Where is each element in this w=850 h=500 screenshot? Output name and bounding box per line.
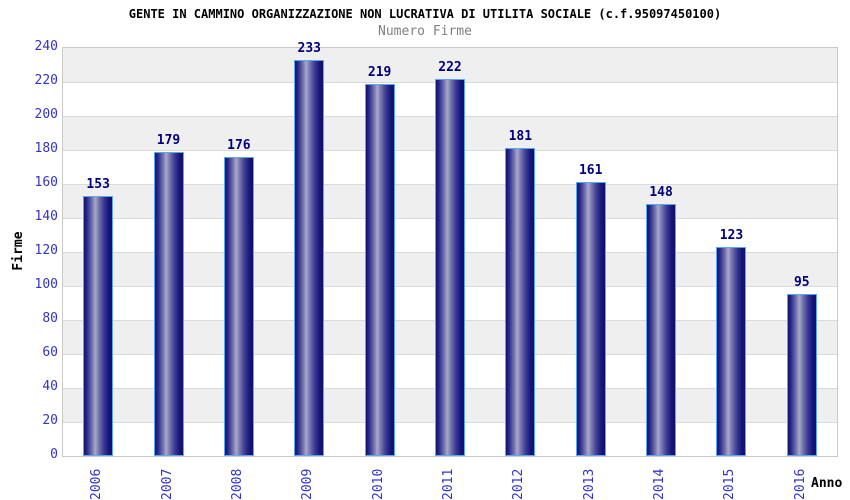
bar-value-label: 181 bbox=[508, 129, 533, 144]
y-tick-label: 180 bbox=[34, 141, 58, 156]
bar-2015 bbox=[716, 247, 747, 456]
plot-area: 153 179 176 233 219 222 181 161 148 123 95 bbox=[62, 41, 838, 457]
y-tick-label: 140 bbox=[34, 209, 58, 224]
chart-title: GENTE IN CAMMINO ORGANIZZAZIONE NON LUCR… bbox=[128, 7, 722, 21]
bar-2008 bbox=[223, 157, 254, 456]
bar-2011 bbox=[435, 79, 465, 456]
x-tick-label: 2014 bbox=[652, 468, 668, 500]
bar-value-label: 161 bbox=[578, 163, 603, 178]
x-tick-label: 2011 bbox=[441, 468, 456, 500]
x-tick-label: 2013 bbox=[581, 468, 597, 500]
bar-2016 bbox=[786, 294, 817, 456]
x-tick-label: 2016 bbox=[792, 468, 808, 500]
x-tick-label: 2012 bbox=[511, 468, 527, 500]
y-tick-label: 80 bbox=[42, 311, 58, 326]
y-tick-label: 220 bbox=[34, 73, 58, 88]
bar-2010 bbox=[364, 84, 395, 456]
bar-value-label: 219 bbox=[367, 65, 392, 80]
bar-2006 bbox=[83, 196, 114, 456]
bar-value-label: 148 bbox=[649, 185, 673, 200]
bar-value-label: 233 bbox=[297, 41, 321, 56]
y-tick-label: 40 bbox=[42, 379, 58, 394]
bar-2013 bbox=[575, 182, 606, 456]
chart-subtitle: Numero Firme bbox=[378, 24, 472, 39]
y-tick-label: 160 bbox=[34, 175, 58, 190]
bar-value-label: 123 bbox=[719, 228, 744, 243]
bar-value-label: 179 bbox=[156, 133, 181, 148]
stripe-band bbox=[63, 48, 837, 82]
y-tick-label: 120 bbox=[34, 243, 58, 258]
y-tick-label: 200 bbox=[34, 107, 58, 122]
bar-2014 bbox=[646, 204, 677, 456]
y-tick-label: 240 bbox=[34, 39, 58, 54]
x-tick-label: 2009 bbox=[300, 468, 316, 500]
bar-2012 bbox=[505, 148, 536, 456]
x-tick-label: 2010 bbox=[370, 468, 386, 500]
x-tick-label: 2015 bbox=[722, 468, 738, 500]
x-axis-title: Anno bbox=[811, 476, 843, 491]
bar-value-label: 95 bbox=[793, 275, 810, 290]
y-tick-label: 0 bbox=[50, 447, 58, 462]
x-tick-label: 2008 bbox=[229, 468, 245, 500]
bar-value-label: 222 bbox=[438, 60, 462, 75]
bar-2007 bbox=[153, 152, 184, 456]
y-axis-title: Firme bbox=[11, 231, 27, 271]
bar-2009 bbox=[294, 60, 325, 456]
x-tick-label: 2006 bbox=[89, 468, 105, 500]
bar-value-label: 176 bbox=[227, 138, 251, 153]
y-tick-label: 100 bbox=[34, 277, 58, 292]
x-tick-label: 2007 bbox=[159, 468, 175, 500]
bar-value-label: 153 bbox=[86, 177, 110, 192]
y-tick-label: 20 bbox=[42, 413, 58, 428]
y-tick-label: 60 bbox=[42, 345, 58, 360]
